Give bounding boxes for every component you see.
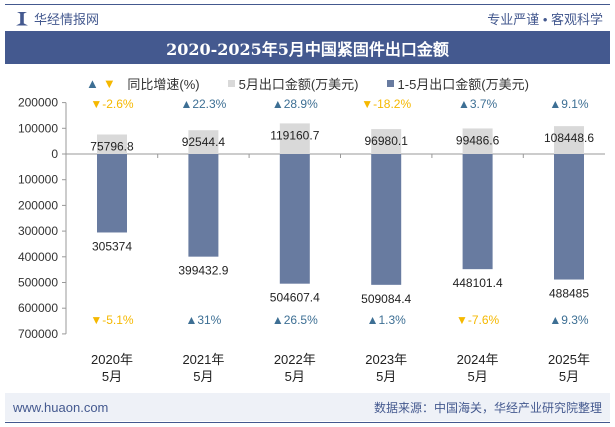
x-tick-label: 5月 bbox=[559, 369, 579, 384]
legend-swatch bbox=[386, 80, 394, 87]
growth-label: ▲22.3% bbox=[180, 97, 226, 111]
triangle-down-icon: ▼ bbox=[102, 76, 116, 91]
footer-url[interactable]: www.huaon.com bbox=[13, 399, 109, 415]
growth-label: ▲1.3% bbox=[367, 313, 407, 327]
legend-monthly: 5月出口金额(万美元) bbox=[227, 74, 359, 93]
footer-source: 数据来源：中国海关，华经产业研究院整理 bbox=[373, 400, 602, 415]
bar-monthly bbox=[462, 128, 493, 154]
monthly-value-label: 75796.8 bbox=[90, 140, 134, 154]
growth-label: ▼-18.2% bbox=[361, 97, 411, 111]
x-tick-label: 2024年 bbox=[457, 352, 499, 367]
bar-monthly bbox=[279, 123, 310, 154]
growth-label: ▲31% bbox=[185, 313, 221, 327]
legend-cumulative: 1-5月出口金额(万美元) bbox=[386, 74, 529, 93]
bar-monthly bbox=[554, 126, 584, 154]
bar-cumulative bbox=[554, 154, 584, 280]
top-border bbox=[5, 4, 610, 5]
x-tick-label: 2021年 bbox=[182, 352, 224, 367]
x-tick-label: 5月 bbox=[193, 369, 213, 384]
bar-monthly bbox=[371, 129, 402, 154]
brand: 华经情报网 bbox=[16, 9, 99, 28]
bar-monthly bbox=[188, 130, 219, 154]
x-tick-label: 5月 bbox=[467, 369, 487, 384]
x-tick-label: 2025年 bbox=[548, 352, 590, 367]
growth-label: ▼-7.6% bbox=[456, 313, 500, 327]
monthly-value-label: 119160.7 bbox=[270, 128, 319, 142]
legend-label: 同比增速(%) bbox=[127, 77, 200, 92]
x-tick-label: 2022年 bbox=[274, 352, 316, 367]
growth-label: ▲28.9% bbox=[272, 97, 318, 111]
y-tick-label: 200000 bbox=[18, 96, 58, 110]
legend-label: 1-5月出口金额(万美元) bbox=[397, 77, 529, 92]
cumulative-value-label: 399432.9 bbox=[178, 264, 228, 278]
monthly-value-label: 99486.6 bbox=[456, 133, 500, 147]
legend-label: 5月出口金额(万美元) bbox=[238, 77, 359, 92]
x-tick-label: 5月 bbox=[376, 369, 396, 384]
legend-swatch bbox=[227, 80, 235, 87]
y-tick-label: 500000 bbox=[18, 276, 58, 290]
cumulative-value-label: 504607.4 bbox=[270, 291, 320, 305]
legend-growth: ▲ ▼ 同比增速(%) bbox=[86, 74, 200, 93]
x-tick-label: 5月 bbox=[102, 369, 122, 384]
growth-label: ▼-2.6% bbox=[90, 97, 134, 111]
cumulative-value-label: 305374 bbox=[92, 239, 132, 253]
bar-monthly bbox=[97, 134, 127, 154]
monthly-value-label: 92544.4 bbox=[182, 135, 226, 149]
growth-label: ▼-5.1% bbox=[90, 313, 134, 327]
cumulative-value-label: 488485 bbox=[549, 287, 589, 301]
footer: www.huaon.com 数据来源：中国海关，华经产业研究院整理 bbox=[5, 393, 610, 421]
legend: ▲ ▼ 同比增速(%) 5月出口金额(万美元) 1-5月出口金额(万美元) bbox=[0, 74, 615, 93]
bar-cumulative bbox=[371, 154, 402, 285]
chart-title: 2020-2025年5月中国紧固件出口金额 bbox=[5, 31, 610, 64]
bar-cumulative bbox=[279, 154, 310, 284]
x-tick-label: 2023年 bbox=[365, 352, 407, 367]
y-tick-label: 100000 bbox=[18, 173, 58, 187]
triangle-up-icon: ▲ bbox=[86, 76, 99, 91]
cumulative-value-label: 509084.4 bbox=[361, 292, 411, 306]
bar-cumulative bbox=[462, 154, 493, 270]
y-tick-label: 300000 bbox=[18, 224, 58, 238]
y-tick-label: 100000 bbox=[18, 121, 58, 135]
y-tick-label: 200000 bbox=[18, 198, 58, 212]
growth-label: ▲9.3% bbox=[549, 313, 589, 327]
bar-cumulative bbox=[97, 154, 127, 233]
growth-label: ▲26.5% bbox=[272, 313, 318, 327]
growth-label: ▲3.7% bbox=[458, 97, 498, 111]
cumulative-value-label: 448101.4 bbox=[453, 276, 503, 290]
x-tick-label: 5月 bbox=[285, 369, 305, 384]
y-tick-label: 600000 bbox=[18, 301, 58, 315]
brand-name: 华经情报网 bbox=[34, 12, 100, 27]
bar-cumulative bbox=[188, 154, 219, 257]
y-tick-label: 400000 bbox=[18, 250, 58, 264]
bottom-border bbox=[5, 422, 610, 423]
growth-label: ▲9.1% bbox=[549, 97, 589, 111]
monthly-value-label: 96980.1 bbox=[365, 134, 409, 148]
y-tick-label: 0 bbox=[51, 147, 58, 161]
y-tick-label: 700000 bbox=[18, 327, 58, 341]
monthly-value-label: 108448.6 bbox=[544, 131, 594, 145]
slogan: 专业严谨 • 客观科学 bbox=[487, 12, 603, 27]
x-tick-label: 2020年 bbox=[91, 352, 133, 367]
